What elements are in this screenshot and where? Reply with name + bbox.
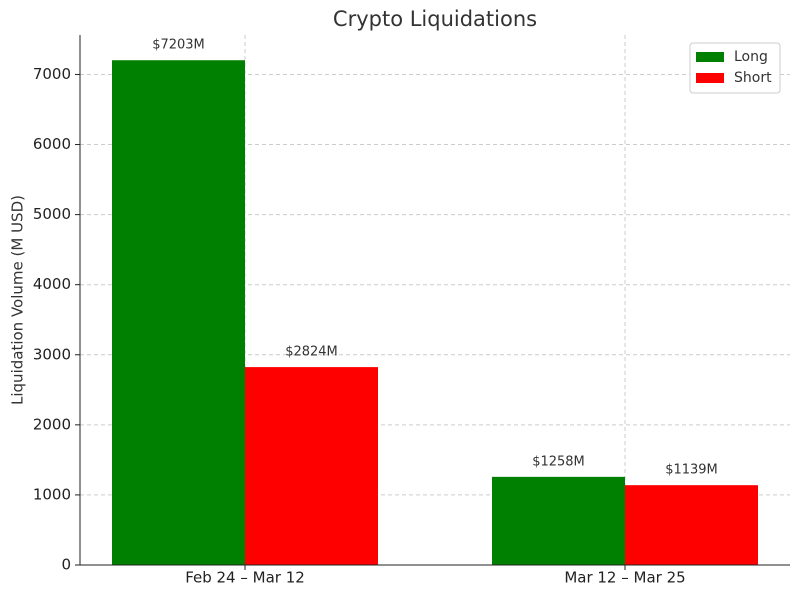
bar — [112, 60, 245, 565]
x-tick-label: Feb 24 – Mar 12 — [185, 569, 305, 587]
legend-label: Short — [734, 70, 772, 86]
y-tick-label: 6000 — [33, 135, 71, 153]
bar — [492, 476, 625, 565]
value-label: $1139M — [665, 463, 718, 478]
value-label: $1258M — [532, 454, 585, 469]
legend-swatch — [696, 73, 724, 83]
y-tick-label: 3000 — [33, 345, 71, 363]
x-tick-label: Mar 12 – Mar 25 — [564, 569, 685, 587]
y-axis-label: Liquidation Volume (M USD) — [9, 195, 27, 405]
y-tick-label: 5000 — [33, 205, 71, 223]
value-label: $2824M — [285, 345, 338, 360]
y-tick-label: 2000 — [33, 415, 71, 433]
y-tick-label: 0 — [61, 556, 71, 574]
legend-swatch — [696, 52, 724, 62]
y-tick-label: 4000 — [33, 275, 71, 293]
bar — [625, 485, 758, 565]
bar — [245, 367, 378, 565]
chart-title: Crypto Liquidations — [333, 7, 537, 31]
y-tick-label: 7000 — [33, 65, 71, 83]
bars — [112, 60, 758, 565]
legend-label: Long — [734, 49, 768, 65]
y-tick-label: 1000 — [33, 485, 71, 503]
value-label: $7203M — [152, 38, 205, 53]
